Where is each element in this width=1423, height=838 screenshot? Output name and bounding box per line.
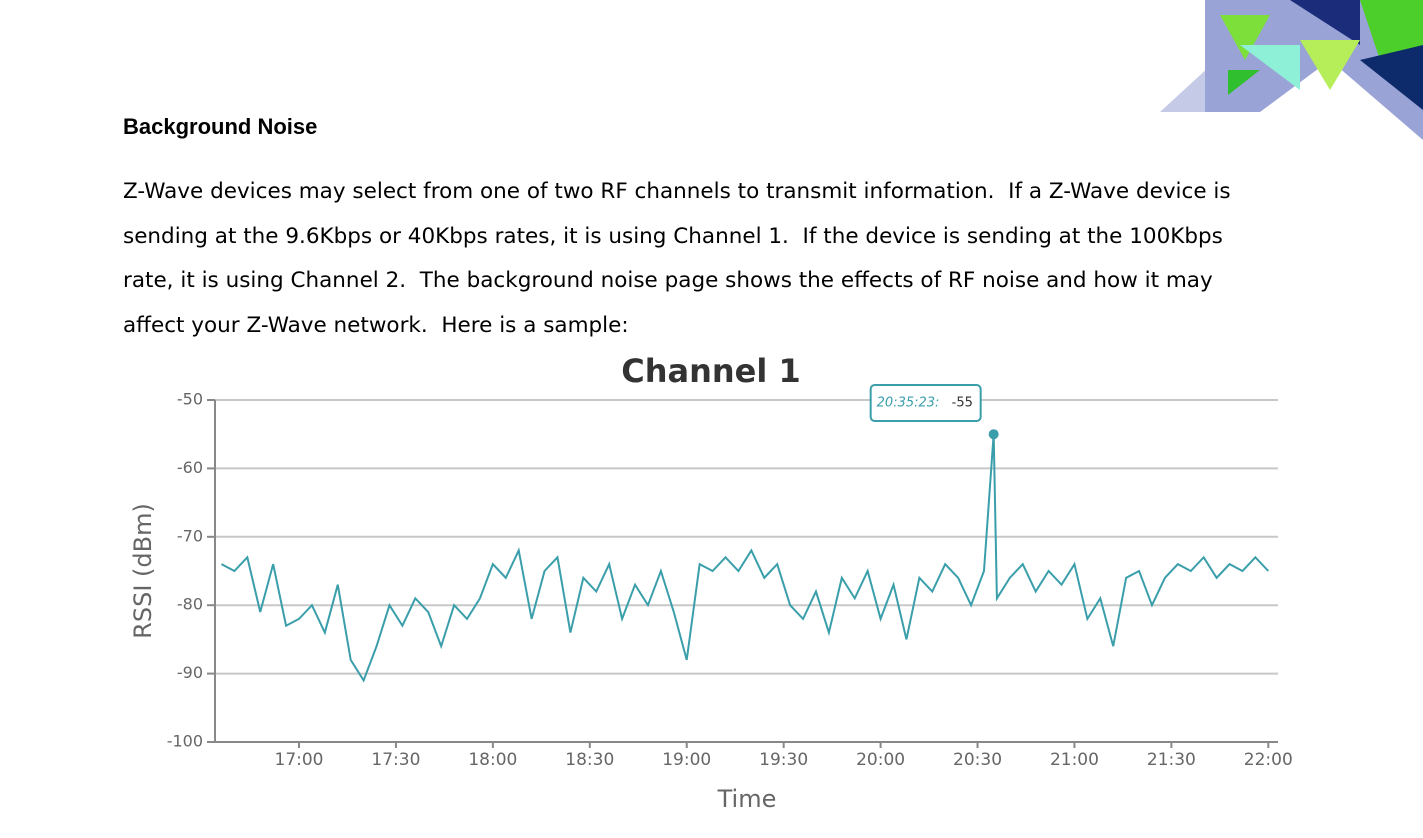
x-tick-label: 17:00 [275,750,324,770]
paragraph-line: sending at the 9.6Kbps or 40Kbps rates, … [123,223,1223,249]
deco [1360,45,1423,110]
hover-point [988,429,999,440]
paragraph: Z-Wave devices may select from one of tw… [123,170,1231,348]
y-tick-label: -80 [177,595,203,614]
deco [1300,40,1360,90]
x-tick-label: 19:00 [662,750,711,770]
x-tick-label: 17:30 [371,750,420,770]
paragraph-line: Z-Wave devices may select from one of tw… [123,179,1231,204]
paragraph-line: rate, it is using Channel 2. The backgro… [123,268,1213,293]
heading: Background Noise [123,114,318,139]
y-tick-label: -90 [177,663,203,682]
y-axis-label: RSSI (dBm) [129,503,157,639]
y-tick-label: -50 [177,390,203,409]
y-tick-label: -100 [167,732,203,751]
x-tick-label: 20:00 [856,750,905,770]
x-tick-label: 18:30 [565,750,614,770]
y-tick-label: -70 [177,526,203,545]
tooltip-label: 20:35:23: [877,396,940,411]
deco [1205,0,1423,140]
x-tick-label: 21:30 [1147,750,1196,770]
line [220,434,1270,683]
x-tick-label: 18:00 [468,750,517,770]
tooltip-box [869,384,982,422]
x-axis-label: Time [717,785,777,813]
tooltip-value: -55 [952,396,973,411]
y-tick-label: -60 [177,458,203,477]
deco [1240,45,1300,90]
x-tick-label: 20:30 [953,750,1002,770]
deco [1228,70,1260,95]
x-tick-label: 19:30 [759,750,808,770]
deco [1290,0,1360,45]
x-tick-label: 22:00 [1244,750,1293,770]
deco [1220,15,1270,60]
paragraph-line: affect your Z-Wave network. Here is a sa… [123,312,629,338]
deco [1360,0,1423,60]
x-tick-label: 21:00 [1050,750,1099,770]
chart-title: Channel 1 [621,352,801,390]
